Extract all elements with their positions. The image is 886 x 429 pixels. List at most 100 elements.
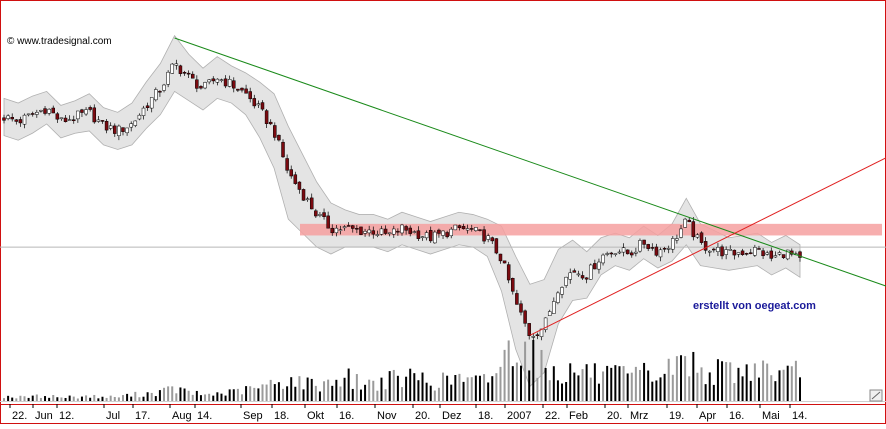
candle-body [568,272,572,280]
candle [178,64,183,77]
candle-body [396,230,400,233]
x-tick-label: Okt [307,410,324,422]
volume-bar [109,395,112,401]
candle-body [195,79,199,89]
candle [367,225,371,237]
candle-body [273,125,277,138]
candle [588,263,593,280]
volume-bar [741,376,744,401]
volume-bar [757,377,760,401]
candle-body [2,117,6,121]
candle-body [613,253,618,255]
candle-body [264,110,269,124]
candle [289,165,293,179]
candle-body [170,63,174,74]
candle-body [584,277,589,280]
volume-bar [331,385,334,401]
volume-bar [204,394,207,401]
candle-body [712,248,716,251]
candle [342,225,347,231]
candle [314,208,318,218]
volume-bar [446,375,449,401]
volume-bar [183,388,186,401]
volume-bar [306,377,309,401]
volume-bar [282,388,285,401]
candle-body [593,263,597,270]
candle [309,193,314,210]
x-tick-label: Mrz [630,410,648,422]
candle-body [84,109,88,115]
candle [478,229,482,232]
volume-bars [3,340,801,401]
x-tick-label: 22. [545,410,560,422]
volume-bar [117,397,120,401]
volume-bar [524,341,527,401]
candle [720,244,724,260]
candle [330,224,334,236]
candle-body [482,229,486,242]
candle [769,247,774,262]
candle [326,211,330,229]
volume-bar [249,386,252,401]
candle-body [305,198,310,201]
volume-bar [577,375,580,401]
candle [757,245,761,250]
volume-bar [786,365,789,401]
candle-body [137,114,142,120]
candle-body [26,113,31,116]
volume-bar [470,377,473,401]
volume-bar [80,396,83,401]
volume-bar [134,391,137,401]
candle-body [375,234,380,236]
volume-bar [158,390,161,401]
x-tick-label: Dez [442,410,462,422]
candle-body [268,121,273,125]
candle [6,114,10,121]
candle-body [441,230,445,236]
candle-body [498,253,503,262]
candle [96,115,101,123]
candle [383,225,388,235]
volume-bar [413,373,416,401]
candle [223,75,228,89]
candle-body [777,252,782,255]
volume-bar [643,362,646,401]
candle [498,253,503,264]
volume-bar [384,389,387,401]
volume-bar [569,363,572,401]
volume-bar [417,380,420,401]
volume-bar [548,380,551,401]
volume-bar [126,393,129,401]
candle-body [703,241,708,251]
candle-body [543,317,548,330]
candle-body [486,235,490,240]
candle [14,118,19,125]
candle [232,77,236,93]
volume-bar [347,368,350,401]
volume-bar [138,397,141,401]
candle-body [351,225,355,229]
candle-body [215,78,220,83]
candle-body [154,89,158,101]
candle [240,87,244,93]
candle [445,230,449,239]
candle-body [757,248,761,250]
candle [236,88,240,92]
volume-bar [355,374,358,401]
candle [371,226,376,239]
volume-bar [544,367,547,401]
candle-body [47,108,51,114]
candle [219,78,224,83]
volume-bar [228,389,231,401]
candle-body [617,251,622,254]
candle-body [100,120,105,122]
candle-body [117,125,121,137]
candle-body [133,120,138,126]
candle-body [186,72,191,75]
candle-body [248,91,252,100]
candle-body [523,310,527,324]
volume-bar [208,393,211,401]
